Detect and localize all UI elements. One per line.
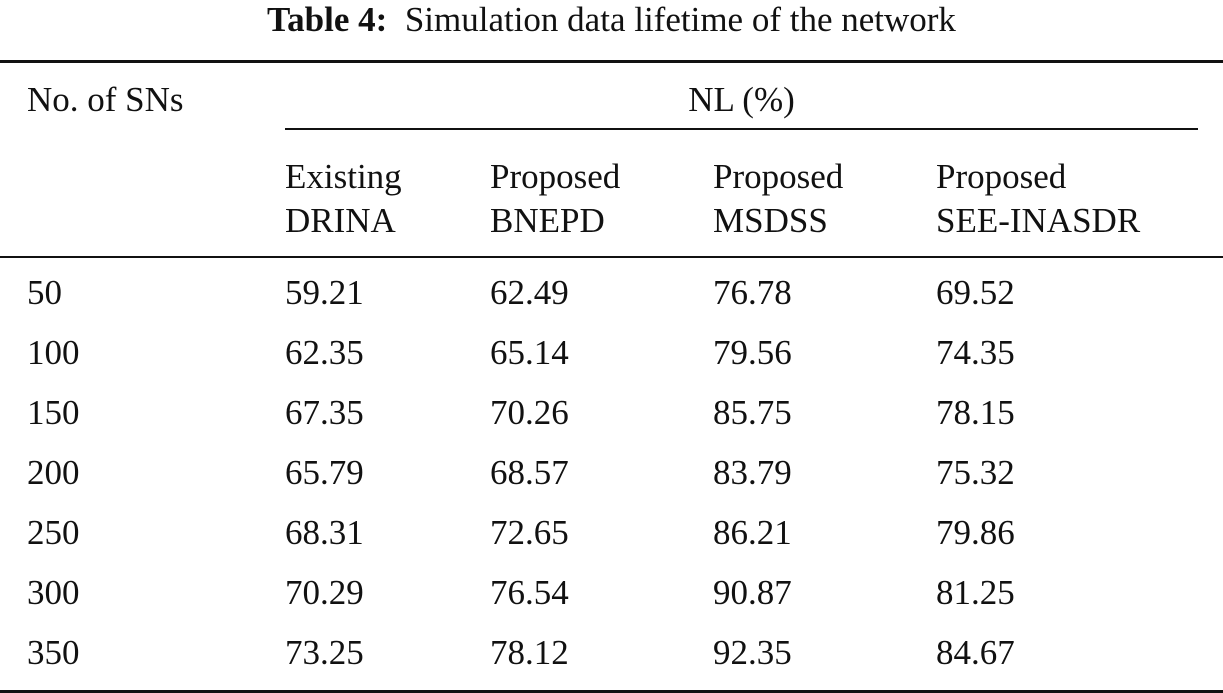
column-header-see-inasdr: Proposed SEE-INASDR — [936, 155, 1140, 243]
column-header-line2: BNEPD — [490, 201, 605, 240]
stub-header: No. of SNs — [27, 80, 184, 119]
table-bottom-rule — [0, 690, 1223, 693]
table-cell-value: 86.21 — [713, 513, 792, 552]
table-cell-value: 67.35 — [285, 393, 364, 432]
table-cell-value: 59.21 — [285, 273, 364, 312]
table-cell-value: 79.86 — [936, 513, 1015, 552]
table-cell-value: 84.67 — [936, 633, 1015, 672]
table-cell-value: 74.35 — [936, 333, 1015, 372]
table-cell-value: 73.25 — [285, 633, 364, 672]
table-cell-value: 62.35 — [285, 333, 364, 372]
column-header-line1: Proposed — [713, 157, 844, 196]
table-caption-label: Table 4: — [267, 0, 388, 39]
table-cell-value: 62.49 — [490, 273, 569, 312]
table-cell-sn-count: 200 — [27, 453, 80, 492]
table-cell-value: 69.52 — [936, 273, 1015, 312]
table-cell-value: 76.78 — [713, 273, 792, 312]
table-cell-value: 70.26 — [490, 393, 569, 432]
table-cell-value: 92.35 — [713, 633, 792, 672]
table-cell-sn-count: 150 — [27, 393, 80, 432]
column-header-line2: MSDSS — [713, 201, 828, 240]
column-header-bnepd: Proposed BNEPD — [490, 155, 620, 243]
table-cell-value: 79.56 — [713, 333, 792, 372]
table-cell-value: 68.31 — [285, 513, 364, 552]
column-header-msdss: Proposed MSDSS — [713, 155, 843, 243]
table-cell-value: 72.65 — [490, 513, 569, 552]
table-cell-value: 68.57 — [490, 453, 569, 492]
table-cell-sn-count: 100 — [27, 333, 80, 372]
table-top-rule — [0, 60, 1223, 63]
table-cell-value: 78.12 — [490, 633, 569, 672]
table-cell-value: 65.14 — [490, 333, 569, 372]
table-cell-value: 85.75 — [713, 393, 792, 432]
table-caption: Table 4: Simulation data lifetime of the… — [0, 0, 1223, 40]
table-caption-text: Simulation data lifetime of the network — [404, 0, 956, 39]
column-header-drina: Existing DRINA — [285, 155, 402, 243]
table-cell-value: 81.25 — [936, 573, 1015, 612]
table-cell-value: 83.79 — [713, 453, 792, 492]
table-cell-value: 70.29 — [285, 573, 364, 612]
column-header-line1: Proposed — [490, 157, 621, 196]
column-header-line2: DRINA — [285, 201, 396, 240]
column-header-line1: Existing — [285, 157, 402, 196]
column-header-line2: SEE-INASDR — [936, 201, 1141, 240]
header-bottom-rule — [0, 256, 1223, 258]
group-header-rule — [285, 128, 1198, 130]
table-cell-value: 90.87 — [713, 573, 792, 612]
table-cell-value: 65.79 — [285, 453, 364, 492]
table-cell-sn-count: 50 — [27, 273, 62, 312]
column-header-line1: Proposed — [936, 157, 1067, 196]
table-cell-sn-count: 250 — [27, 513, 80, 552]
table-cell-sn-count: 300 — [27, 573, 80, 612]
group-header: NL (%) — [688, 80, 795, 119]
table-cell-value: 78.15 — [936, 393, 1015, 432]
table-cell-sn-count: 350 — [27, 633, 80, 672]
table-cell-value: 75.32 — [936, 453, 1015, 492]
table-cell-value: 76.54 — [490, 573, 569, 612]
